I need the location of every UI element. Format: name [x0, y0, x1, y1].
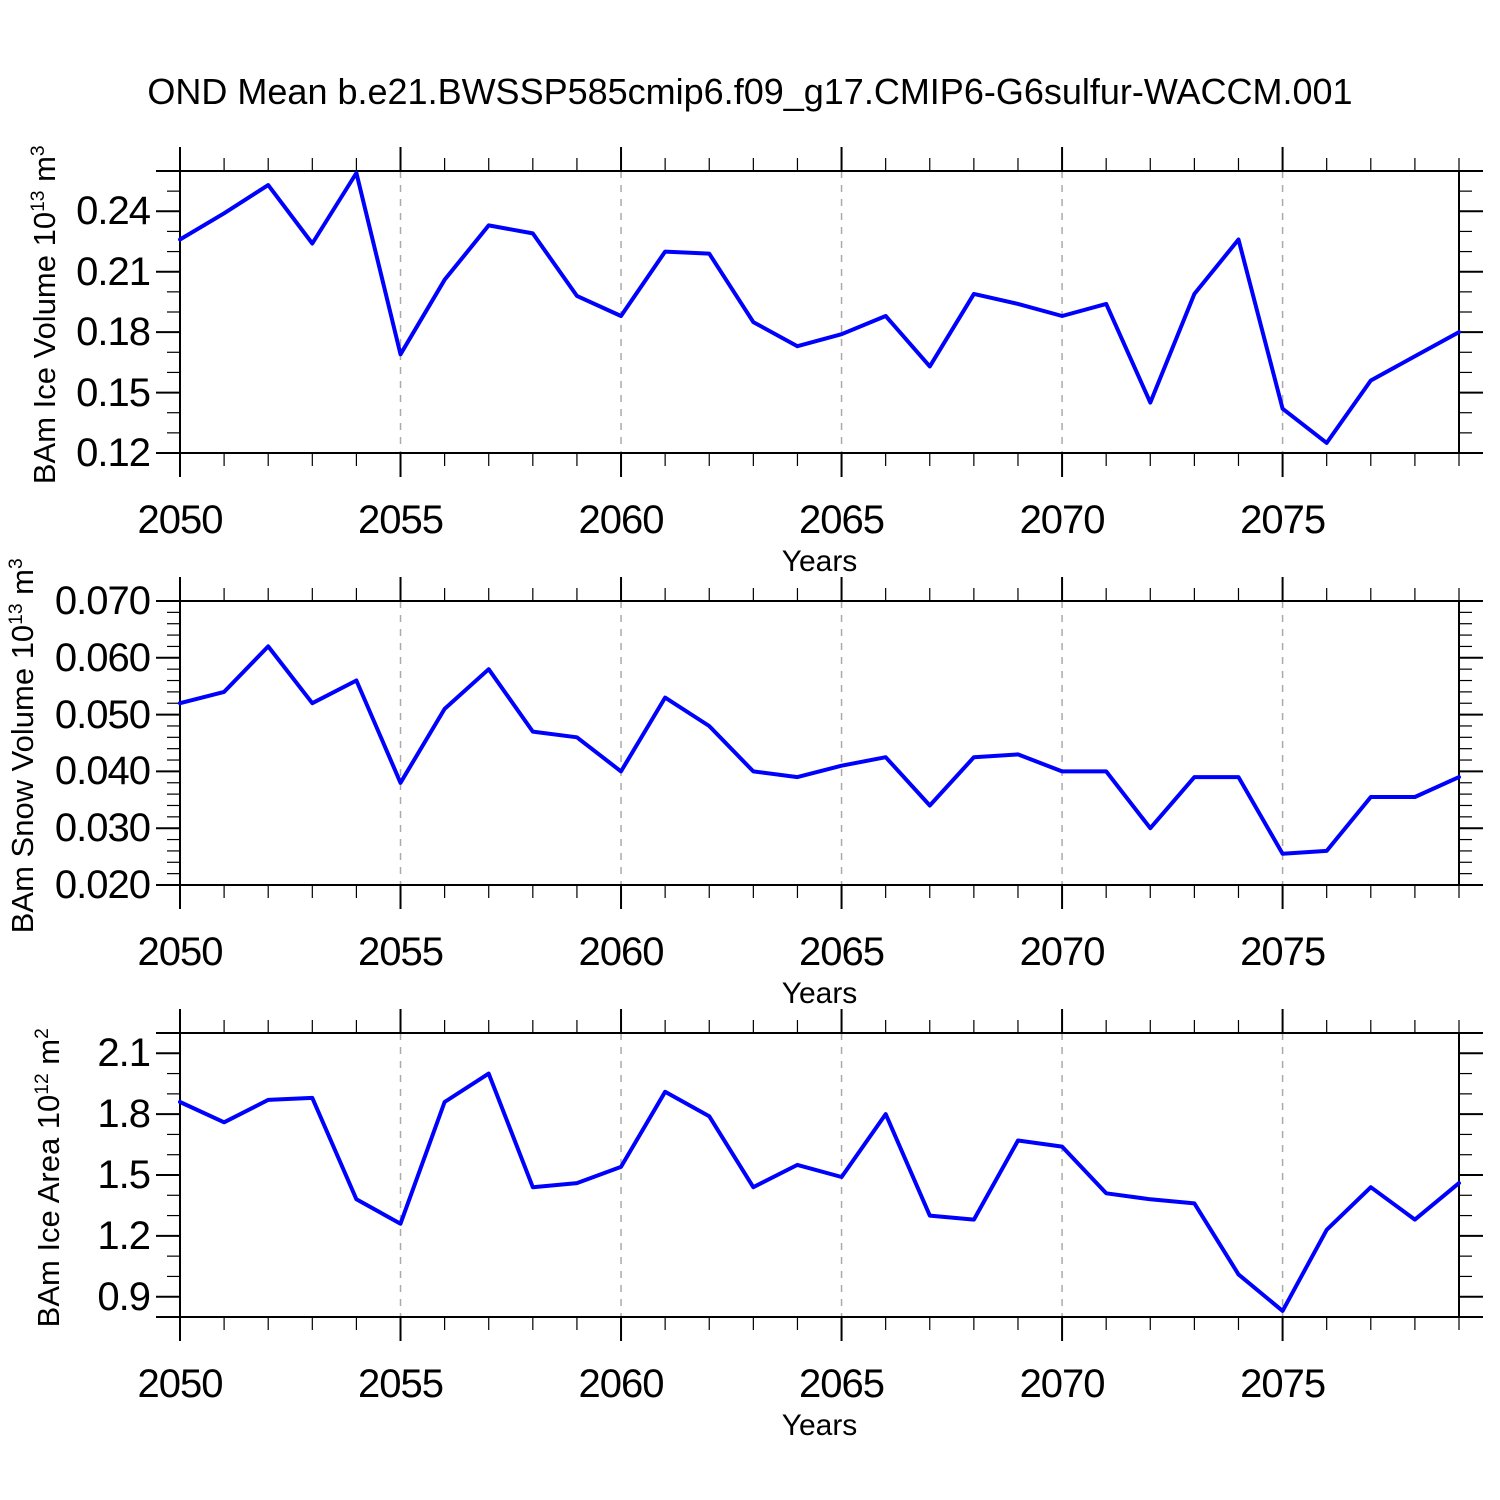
x-tick-label: 2075 [1240, 498, 1326, 542]
y-axis-title-part: 3 [6, 558, 28, 569]
y-tick-label: 0.070 [54, 579, 151, 623]
bam-snow-volume-line [178, 644, 1461, 856]
bam-ice-volume-line [178, 171, 1461, 445]
y-tick-label: 0.9 [97, 1274, 151, 1319]
x-tick-label: 2060 [578, 930, 665, 974]
x-tick-label: 2070 [1019, 930, 1106, 974]
axis-frame [179, 170, 1460, 454]
y-tick-label: 0.060 [54, 635, 151, 680]
y-tick-label: 0.030 [54, 806, 151, 851]
y-axis-title-part: m [4, 569, 40, 604]
x-tick-label: 2055 [358, 1362, 444, 1406]
x-axis-title: Years [781, 545, 858, 578]
y-axis-title-part: m [26, 156, 62, 191]
x-tick-label: 2060 [578, 1362, 665, 1406]
y-axis-title-part: 2 [32, 1028, 54, 1039]
y-tick-label: 1.8 [97, 1092, 151, 1137]
bam-ice-area-line [178, 1071, 1461, 1313]
y-tick-label: 0.21 [76, 249, 151, 294]
axis-frame [179, 1032, 1460, 1318]
x-tick-label: 2050 [137, 1362, 224, 1406]
y-axis-title-part: m [30, 1038, 66, 1074]
x-tick-label: 2065 [799, 1362, 885, 1406]
chart-title: OND Mean b.e21.BWSSP585cmip6.f09_g17.CMI… [147, 71, 1353, 112]
y-tick-label: 1.5 [97, 1153, 151, 1197]
x-tick-label: 2055 [358, 498, 444, 542]
x-axis-title: Years [781, 977, 858, 1010]
y-axis-title-part: 13 [6, 603, 28, 625]
y-axis-title: BAm Ice Area 1012 m2 [22, 878, 70, 1478]
y-tick-label: 2.1 [97, 1031, 151, 1076]
y-tick-label: 0.040 [54, 749, 151, 794]
x-tick-label: 2060 [578, 498, 665, 542]
y-axis-title-part: BAm Ice Area 10 [30, 1094, 66, 1328]
x-tick-label: 2050 [137, 930, 224, 974]
y-tick-label: 0.050 [54, 692, 151, 737]
x-tick-label: 2075 [1240, 930, 1326, 974]
y-tick-label: 0.18 [76, 310, 151, 355]
y-tick-label: 0.12 [76, 431, 151, 475]
y-axis-title-part: 13 [28, 190, 50, 212]
x-tick-label: 2050 [137, 498, 224, 542]
y-tick-label: 0.15 [76, 370, 151, 415]
x-tick-label: 2065 [799, 498, 885, 542]
y-axis-title-part: BAm Ice Volume 10 [26, 211, 62, 485]
axis-frame [179, 600, 1460, 886]
x-tick-label: 2070 [1019, 1362, 1106, 1406]
y-tick-label: 0.24 [76, 189, 151, 234]
y-tick-label: 0.020 [54, 863, 151, 907]
x-tick-label: 2055 [358, 930, 444, 974]
y-tick-label: 1.2 [97, 1213, 151, 1258]
x-tick-label: 2070 [1019, 498, 1106, 542]
y-axis-title-part: 3 [28, 145, 50, 157]
x-axis-title: Years [781, 1409, 858, 1442]
x-tick-label: 2065 [799, 930, 885, 974]
y-axis-title-part: 12 [32, 1073, 54, 1095]
x-tick-label: 2075 [1240, 1362, 1326, 1406]
